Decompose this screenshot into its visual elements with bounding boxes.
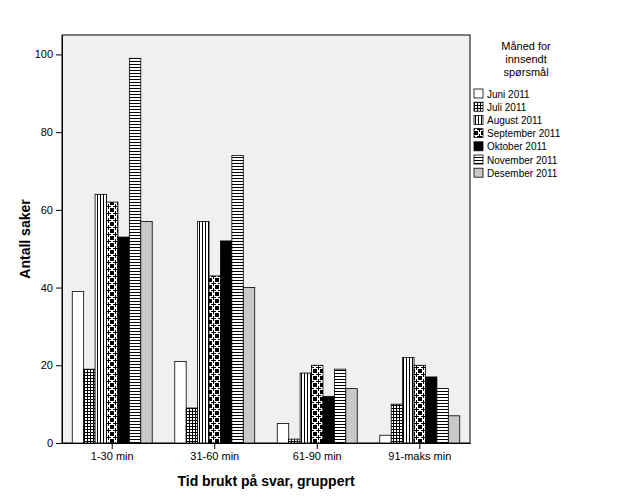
- bar: [129, 58, 140, 443]
- y-tick: 60: [41, 204, 62, 216]
- y-tick-mark: [56, 365, 62, 366]
- x-tick-label: 91-maks min: [388, 450, 451, 462]
- bar: [403, 358, 414, 443]
- y-tick-mark: [56, 443, 62, 444]
- legend-swatch: [474, 129, 483, 138]
- legend-swatch: [474, 155, 483, 164]
- legend-label: Desember 2011: [487, 168, 558, 179]
- y-tick: 40: [41, 282, 62, 294]
- bar: [380, 435, 391, 443]
- y-axis-title: Antall saker: [17, 199, 33, 279]
- y-tick-mark: [56, 288, 62, 289]
- x-tick-label: 31-60 min: [190, 450, 239, 462]
- legend-swatch: [474, 89, 483, 98]
- y-tick-label: 20: [41, 359, 53, 371]
- y-tick-label: 100: [35, 48, 53, 60]
- x-tick: 1-30 min: [91, 443, 134, 462]
- series: [141, 222, 460, 443]
- series: [118, 237, 437, 443]
- bar: [448, 416, 459, 443]
- bar: [425, 377, 436, 443]
- x-tick: 61-90 min: [293, 443, 342, 462]
- y-tick-label: 60: [41, 204, 53, 216]
- x-axis-title: Tid brukt på svar, gruppert: [177, 473, 354, 489]
- y-tick-label: 0: [47, 437, 53, 449]
- x-tick-mark: [317, 443, 318, 449]
- bar: [198, 222, 209, 443]
- x-axis: 1-30 min 31-60 min 61-90 min 91-maks min: [63, 443, 471, 462]
- bar: [300, 373, 311, 443]
- y-tick: 0: [47, 437, 62, 449]
- bar: [175, 361, 186, 443]
- bar: [414, 365, 425, 443]
- y-axis: 0 20 40 60 80 100: [35, 36, 63, 450]
- legend-title: innsendt: [505, 53, 547, 65]
- y-tick-mark: [56, 54, 62, 55]
- y-tick-mark: [56, 210, 62, 211]
- series: [129, 58, 448, 443]
- x-axis-line: [63, 443, 471, 444]
- legend-swatch: [474, 102, 483, 111]
- y-axis-line: [62, 36, 63, 444]
- series: [95, 194, 414, 443]
- bar: [334, 369, 345, 443]
- legend-label: Juni 2011: [487, 89, 530, 100]
- bar: [186, 408, 197, 443]
- bar: [232, 155, 243, 443]
- legend-swatch: [474, 168, 483, 177]
- bars: [72, 58, 459, 443]
- y-tick: 20: [41, 359, 62, 371]
- series: [107, 202, 426, 443]
- y-tick: 80: [41, 126, 62, 138]
- y-tick: 100: [35, 48, 62, 60]
- x-tick-label: 61-90 min: [293, 450, 342, 462]
- bar: [220, 241, 231, 443]
- bar: [209, 276, 220, 443]
- x-tick-mark: [419, 443, 420, 449]
- x-tick: 91-maks min: [388, 443, 451, 462]
- legend-swatch: [474, 142, 483, 151]
- bar: [243, 288, 254, 443]
- legend-label: Juli 2011: [487, 102, 527, 113]
- y-tick-label: 40: [41, 282, 53, 294]
- bar: [391, 404, 402, 443]
- y-tick-label: 80: [41, 126, 53, 138]
- bar: [84, 369, 95, 443]
- bar: [323, 396, 334, 443]
- x-tick-label: 1-30 min: [91, 450, 134, 462]
- legend-title: Måned for: [501, 40, 551, 52]
- x-tick-mark: [214, 443, 215, 449]
- bar: [141, 222, 152, 443]
- bar: [277, 424, 288, 443]
- legend-title: spørsmål: [503, 66, 548, 78]
- legend-label: Oktober 2011: [487, 141, 547, 152]
- x-tick: 31-60 min: [190, 443, 239, 462]
- bar: [346, 389, 357, 443]
- chart: 0 20 40 60 80 100 1-30 min 31-60 min 61-90 min 91…: [0, 0, 629, 504]
- legend-label: September 2011: [487, 128, 561, 139]
- legend: Måned forinnsendtspørsmål Juni 2011 Juli 2…: [474, 40, 561, 179]
- bar: [95, 194, 106, 443]
- legend-swatch: [474, 115, 483, 124]
- legend-label: November 2011: [487, 155, 558, 166]
- bar: [312, 365, 323, 443]
- bar: [118, 237, 129, 443]
- bar: [72, 291, 83, 443]
- bar: [437, 389, 448, 443]
- bar: [107, 202, 118, 443]
- bar: [289, 439, 300, 443]
- x-tick-mark: [112, 443, 113, 449]
- legend-label: August 2011: [487, 115, 543, 126]
- plot-area: [62, 35, 470, 443]
- y-tick-mark: [56, 132, 62, 133]
